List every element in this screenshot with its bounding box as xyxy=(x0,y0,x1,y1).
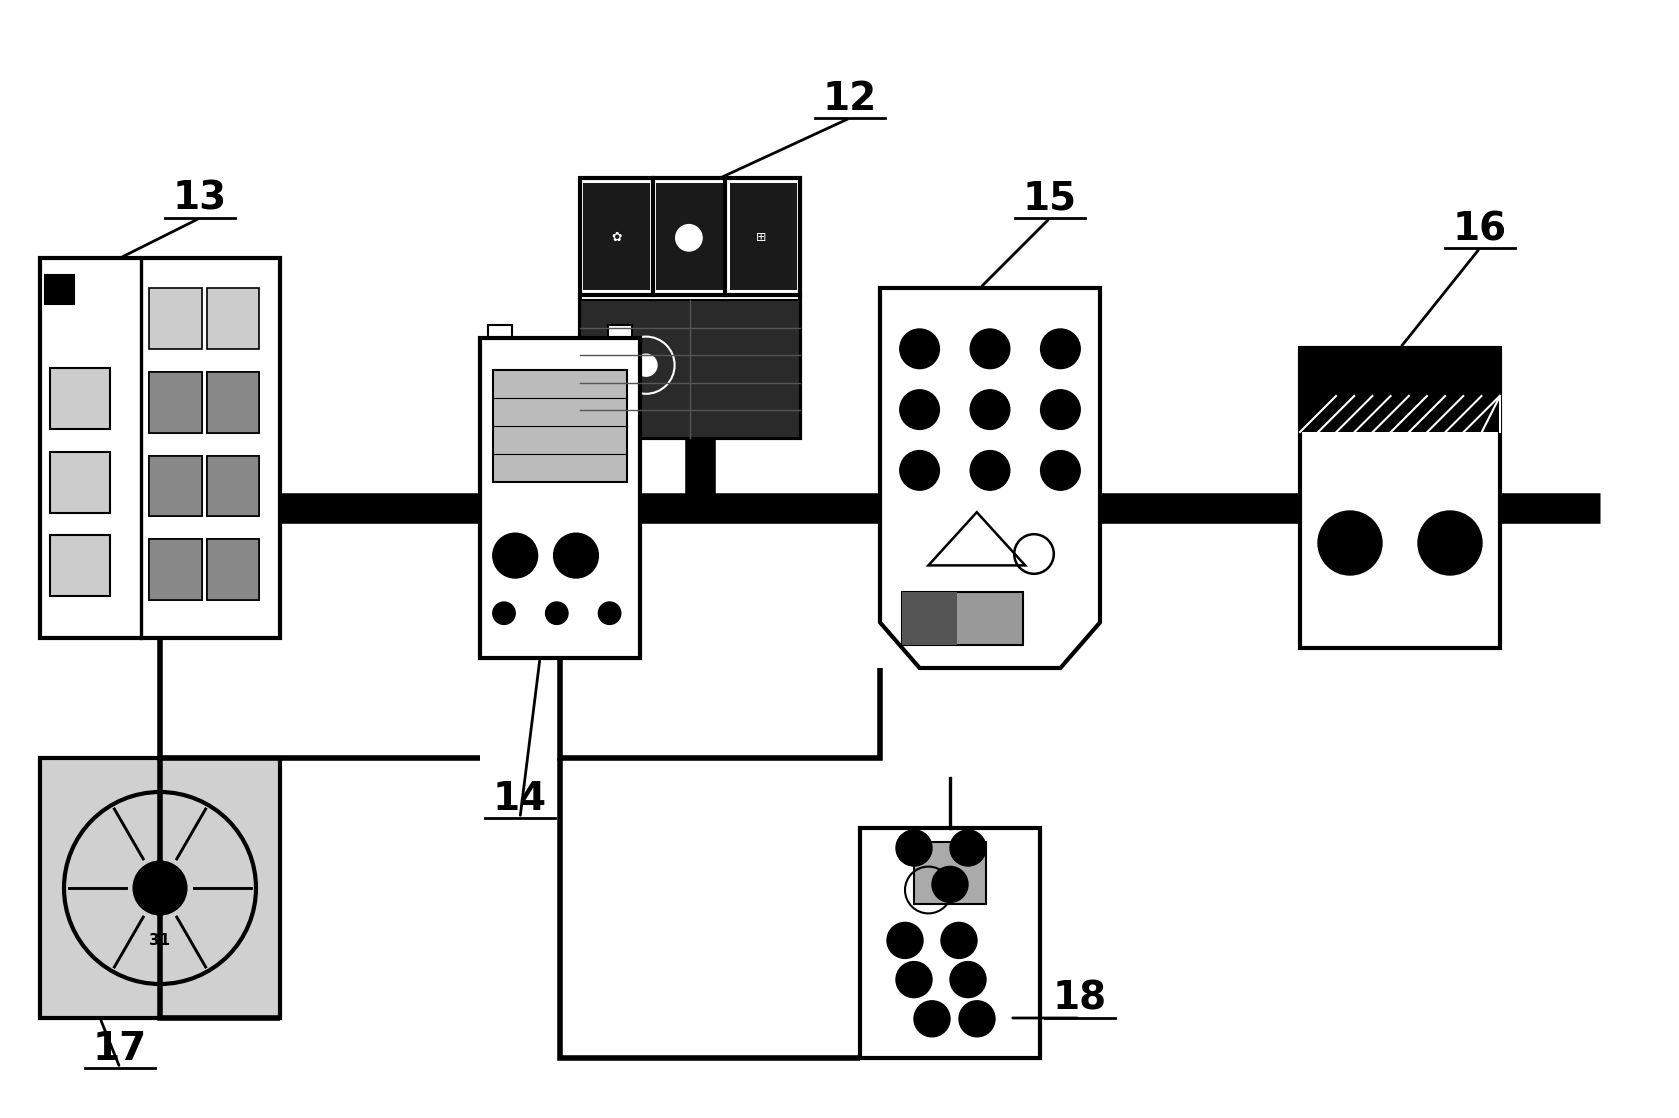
Bar xyxy=(149,456,201,517)
Bar xyxy=(149,288,201,349)
Bar xyxy=(207,539,259,600)
Circle shape xyxy=(932,866,969,902)
Bar xyxy=(608,325,631,338)
Bar xyxy=(207,372,259,433)
Bar xyxy=(902,593,957,645)
Circle shape xyxy=(913,1001,950,1036)
Text: 12: 12 xyxy=(823,80,876,119)
Bar xyxy=(45,275,74,304)
Bar xyxy=(730,183,798,290)
Circle shape xyxy=(897,830,932,866)
Circle shape xyxy=(959,1001,996,1036)
Bar xyxy=(913,842,986,904)
Bar xyxy=(149,456,201,517)
Bar xyxy=(489,325,512,338)
Bar xyxy=(40,758,280,1018)
Circle shape xyxy=(598,601,621,624)
Text: 17: 17 xyxy=(92,1030,148,1068)
Bar xyxy=(1300,348,1499,648)
Circle shape xyxy=(554,533,598,578)
Bar xyxy=(40,258,280,638)
Bar xyxy=(207,456,259,517)
Bar xyxy=(579,178,799,438)
Circle shape xyxy=(887,922,923,958)
Circle shape xyxy=(900,329,939,369)
Bar xyxy=(902,593,1023,645)
Text: 15: 15 xyxy=(1023,180,1076,218)
Bar xyxy=(149,539,201,600)
Circle shape xyxy=(675,225,702,252)
Text: 31: 31 xyxy=(149,934,171,948)
Circle shape xyxy=(940,922,977,958)
Bar xyxy=(149,372,201,433)
Bar xyxy=(494,370,628,482)
Circle shape xyxy=(1419,511,1483,575)
Circle shape xyxy=(1041,329,1080,369)
Bar xyxy=(207,539,259,600)
Bar xyxy=(860,828,1039,1058)
Text: ✿: ✿ xyxy=(611,231,621,245)
Circle shape xyxy=(900,390,939,429)
Circle shape xyxy=(900,451,939,490)
Text: 18: 18 xyxy=(1053,980,1106,1018)
Circle shape xyxy=(133,861,186,915)
Bar xyxy=(480,338,640,659)
Bar xyxy=(583,183,650,290)
Bar xyxy=(50,536,111,596)
Circle shape xyxy=(950,961,986,997)
Circle shape xyxy=(970,329,1009,369)
Circle shape xyxy=(950,830,986,866)
Polygon shape xyxy=(880,288,1100,667)
Text: 16: 16 xyxy=(1452,210,1508,248)
Bar xyxy=(579,301,799,438)
Bar xyxy=(207,372,259,433)
Circle shape xyxy=(494,601,515,624)
Text: ⊞: ⊞ xyxy=(756,231,767,245)
Circle shape xyxy=(546,601,568,624)
Circle shape xyxy=(1318,511,1382,575)
Bar xyxy=(1300,348,1499,432)
Text: 14: 14 xyxy=(494,780,547,818)
Circle shape xyxy=(970,451,1009,490)
Bar xyxy=(207,456,259,517)
Bar xyxy=(50,452,111,512)
Bar xyxy=(149,372,201,433)
Circle shape xyxy=(1041,390,1080,429)
Circle shape xyxy=(897,961,932,997)
Text: 13: 13 xyxy=(173,180,227,218)
Circle shape xyxy=(970,390,1009,429)
Bar xyxy=(207,288,259,349)
Circle shape xyxy=(494,533,537,578)
Circle shape xyxy=(635,354,656,376)
Bar xyxy=(149,539,201,600)
Bar xyxy=(50,368,111,429)
Circle shape xyxy=(1041,451,1080,490)
Bar xyxy=(656,183,724,290)
